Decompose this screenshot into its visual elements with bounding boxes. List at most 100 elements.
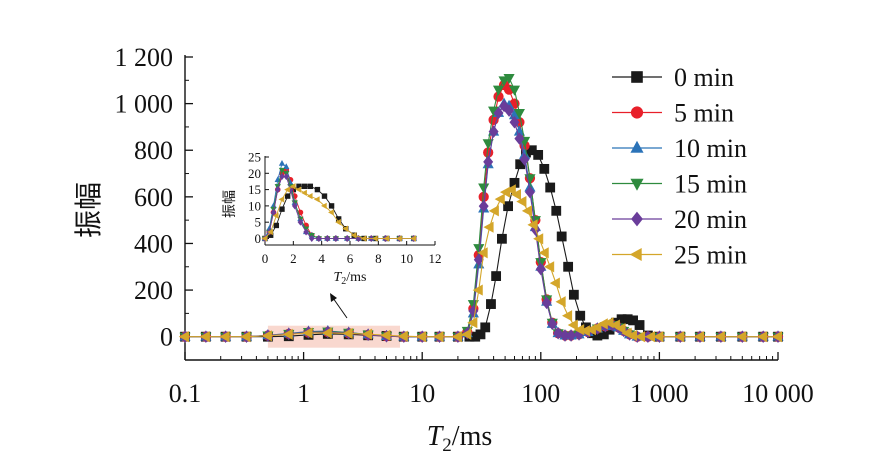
legend-marker xyxy=(630,140,644,153)
x-tick-label: 1 000 xyxy=(630,379,689,408)
data-point xyxy=(472,284,483,296)
inset-data-point xyxy=(273,222,280,229)
inset-data-point xyxy=(283,173,290,181)
data-point xyxy=(757,331,768,343)
y-tick-label: 0 xyxy=(160,323,173,352)
data-point xyxy=(653,331,664,343)
legend-label: 15 min xyxy=(674,170,747,199)
legend-item-25-min: 25 min xyxy=(612,241,747,270)
data-point xyxy=(282,328,293,340)
legend-marker xyxy=(631,71,643,83)
inset-data-point xyxy=(371,235,378,242)
legend-item-5-min: 5 min xyxy=(612,99,734,128)
inset-data-point xyxy=(267,228,273,236)
y-tick-label: 1 000 xyxy=(115,90,174,119)
data-point xyxy=(321,327,332,339)
inset-data-point xyxy=(284,193,291,199)
x-tick-label: 10 xyxy=(409,379,435,408)
inset-data-point xyxy=(307,183,314,190)
inset-x-tick-label: 6 xyxy=(347,251,354,266)
data-point xyxy=(634,320,645,330)
data-point xyxy=(519,153,530,166)
data-point xyxy=(199,331,210,343)
inset-data-point xyxy=(328,203,335,209)
inset-data-point xyxy=(284,186,290,193)
data-point xyxy=(539,163,550,174)
data-point xyxy=(566,329,577,342)
legend-label: 20 min xyxy=(674,205,747,234)
inset-x-axis-label-main: T xyxy=(333,270,342,285)
data-point xyxy=(461,328,472,340)
data-point xyxy=(568,289,579,300)
inset-data-point xyxy=(344,235,350,242)
data-point xyxy=(634,331,646,343)
inset-data-point xyxy=(272,212,279,219)
y-tick-label: 1 200 xyxy=(115,43,174,72)
inset-data-point xyxy=(410,235,416,242)
data-point xyxy=(693,331,704,343)
data-point xyxy=(591,321,602,333)
legend-label: 5 min xyxy=(674,99,734,128)
x-tick-label: 0.1 xyxy=(169,379,202,408)
inset-data-point xyxy=(328,209,334,216)
inset-pointer-arrowhead xyxy=(330,293,337,302)
data-point xyxy=(505,184,516,196)
inset-data-point xyxy=(283,163,290,169)
data-point xyxy=(551,205,562,216)
data-point xyxy=(493,106,504,120)
data-point xyxy=(508,85,521,96)
inset-x-tick-label: 0 xyxy=(262,251,269,266)
x-axis-label: T2/ms xyxy=(427,421,493,456)
data-point xyxy=(549,277,560,289)
inset-series-line xyxy=(264,176,414,239)
data-point xyxy=(503,73,515,85)
data-point xyxy=(533,149,544,160)
x-tick-label: 100 xyxy=(521,379,560,408)
data-point xyxy=(416,331,427,343)
inset-data-point xyxy=(316,235,322,242)
legend-marker xyxy=(630,106,644,119)
data-point xyxy=(492,85,505,96)
inset-data-point xyxy=(335,219,341,226)
data-point xyxy=(488,125,499,138)
inset-x-axis-label-sub: 2 xyxy=(341,276,346,287)
inset-y-tick-label: 0 xyxy=(255,231,262,246)
legend-item-10-min: 10 min xyxy=(612,134,747,163)
data-point xyxy=(626,329,638,342)
data-point xyxy=(482,139,494,150)
legend-item-0-min: 0 min xyxy=(612,63,734,92)
inset-data-point xyxy=(321,193,328,199)
inset-data-point xyxy=(324,235,331,242)
inset-data-point xyxy=(360,235,367,242)
y-tick-label: 200 xyxy=(134,276,173,305)
inset-series-20-min xyxy=(262,173,417,242)
inset-series-25-min xyxy=(261,183,416,242)
inset-y-tick-label: 5 xyxy=(255,215,262,230)
data-point xyxy=(480,322,491,333)
inset-x-axis-label-rest: /ms xyxy=(346,270,366,285)
inset-data-point xyxy=(383,235,390,242)
inset-data-point xyxy=(297,218,304,226)
data-point xyxy=(714,331,725,343)
legend-marker xyxy=(630,178,644,191)
x-tick-label: 10 000 xyxy=(742,379,814,408)
inset-data-point xyxy=(291,202,298,210)
inset-pointer-arrow xyxy=(332,297,348,319)
data-point xyxy=(509,116,520,129)
inset-data-point xyxy=(314,186,321,193)
inset-data-point xyxy=(333,235,339,242)
data-point xyxy=(513,108,525,120)
legend: 0 min 5 min 10 min 15 min 20 min 25 min xyxy=(612,63,747,270)
data-point xyxy=(544,261,555,273)
legend-marker xyxy=(631,211,643,227)
data-point xyxy=(261,330,272,342)
data-point xyxy=(342,327,353,339)
x-axis-label-main: T xyxy=(427,421,445,452)
inset-y-axis-label: 振幅 xyxy=(222,190,238,218)
inset-x-tick-label: 2 xyxy=(290,251,297,266)
data-point xyxy=(473,244,485,255)
data-point xyxy=(473,253,484,267)
